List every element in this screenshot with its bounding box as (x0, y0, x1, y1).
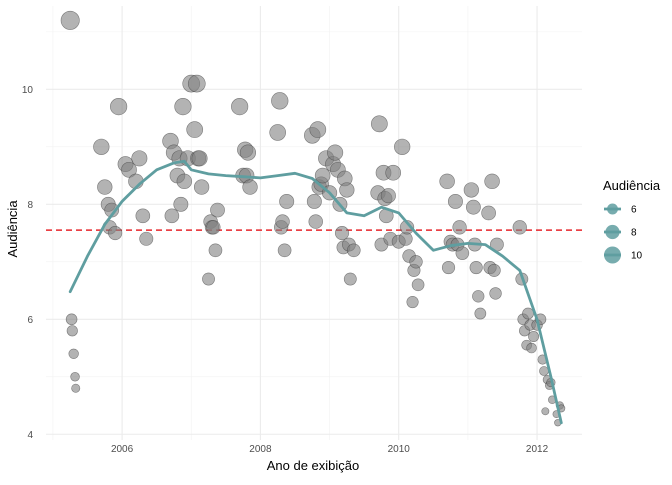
data-point (269, 124, 286, 141)
data-point (522, 307, 534, 320)
data-point (93, 138, 110, 155)
data-point (164, 208, 180, 224)
data-point (277, 243, 292, 258)
data-point (306, 193, 322, 209)
data-point (239, 144, 257, 161)
x-tick-label: 2012 (526, 444, 549, 455)
data-point (411, 278, 425, 292)
data-point (206, 220, 221, 235)
data-point (66, 325, 78, 337)
data-point (176, 173, 193, 190)
data-point (370, 115, 388, 133)
data-point (60, 10, 80, 30)
x-tick-label: 2008 (249, 444, 272, 455)
data-point (279, 193, 295, 209)
data-point (439, 173, 455, 190)
data-point (210, 202, 225, 218)
data-point (539, 366, 549, 376)
data-point (385, 164, 402, 181)
x-axis-title: Ano de exibição (267, 458, 360, 473)
data-point (339, 182, 355, 198)
legend-key-point (604, 246, 621, 264)
data-point (193, 179, 210, 195)
data-point (481, 205, 496, 221)
legend-item: 10 (603, 246, 643, 264)
data-point (139, 231, 154, 246)
grid (46, 6, 582, 440)
data-point (526, 342, 537, 354)
data-point (474, 307, 487, 320)
data-point (484, 173, 500, 190)
data-point (174, 97, 192, 116)
legend-key-point (607, 203, 618, 215)
data-point (187, 74, 206, 93)
data-point (121, 161, 137, 178)
data-point (97, 179, 113, 195)
data-point (346, 243, 361, 258)
data-point (271, 92, 289, 110)
data-point (406, 295, 419, 309)
legend-item: 6 (603, 201, 637, 217)
data-point (512, 220, 527, 235)
data-point (135, 208, 151, 224)
data-point (173, 196, 189, 212)
y-tick-label: 8 (27, 200, 33, 211)
smooth-trend-line (68, 159, 563, 425)
smooth-line-group (68, 159, 563, 425)
tick-labels: 2006 2008 2010 2012 4 6 8 10 (22, 85, 549, 455)
y-tick-label: 6 (27, 315, 33, 326)
data-point (447, 193, 463, 209)
data-point (487, 263, 501, 277)
data-point (541, 407, 550, 416)
data-point (466, 199, 481, 215)
legend-key-point (605, 224, 620, 240)
data-point (455, 246, 470, 260)
data-point (275, 214, 290, 229)
legend-label: 8 (631, 228, 637, 239)
y-tick-label: 4 (27, 430, 33, 441)
data-point (208, 243, 223, 258)
data-point (202, 272, 215, 286)
data-point (309, 121, 327, 138)
legend-label: 6 (631, 205, 637, 216)
data-point (191, 150, 208, 167)
data-point (242, 179, 258, 195)
data-point (441, 260, 456, 275)
data-point (68, 348, 79, 359)
data-point (186, 121, 204, 138)
data-point (308, 214, 323, 229)
data-point (343, 272, 357, 286)
data-point (334, 225, 350, 241)
data-point (469, 260, 483, 275)
data-point (472, 290, 485, 303)
data-point (489, 287, 502, 300)
data-point (110, 97, 128, 116)
x-tick-label: 2010 (388, 444, 411, 455)
points-group (60, 10, 566, 427)
legend: Audiência 6 8 10 (603, 178, 661, 264)
legend-title: Audiência (603, 178, 661, 193)
legend-items: 6 8 10 (603, 201, 643, 264)
y-axis-title: Audiência (5, 200, 20, 258)
data-point (394, 138, 411, 155)
data-point (380, 188, 396, 204)
data-point (65, 313, 78, 326)
data-point (463, 182, 479, 198)
data-point (452, 220, 467, 235)
data-point (528, 331, 540, 343)
data-point (131, 150, 148, 167)
y-tick-label: 10 (22, 85, 34, 96)
data-point (231, 97, 249, 116)
data-point (327, 144, 344, 161)
data-point (108, 225, 123, 241)
x-tick-label: 2006 (111, 444, 134, 455)
data-point (314, 167, 331, 184)
data-point (70, 372, 80, 382)
data-point (409, 255, 423, 269)
legend-item: 8 (603, 224, 637, 240)
legend-label: 10 (631, 251, 643, 262)
data-point (71, 383, 81, 393)
